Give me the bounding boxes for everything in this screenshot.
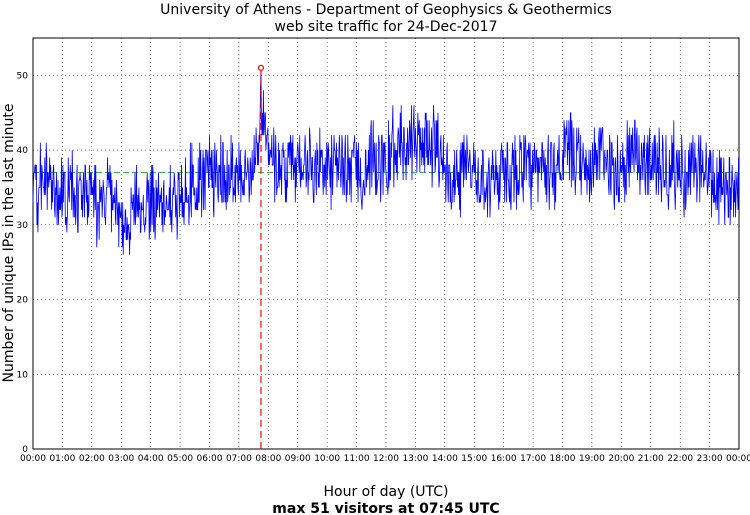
x-tick-label: 00:00 [726,454,750,464]
x-axis-label: Hour of day (UTC) [324,484,449,500]
grid-lines [33,38,739,449]
x-tick-label: 05:00 [167,454,193,464]
traffic-line [32,67,740,255]
max-visitors-note: max 51 visitors at 07:45 UTC [272,501,499,515]
x-tick-label: 17:00 [520,454,546,464]
y-tick-label: 20 [17,296,29,306]
x-tick-label: 03:00 [108,454,134,464]
x-tick-label: 06:00 [197,454,223,464]
x-tick-label: 02:00 [79,454,105,464]
y-axis-ticks: 0 10 20 30 40 50 [17,71,29,455]
x-tick-label: 12:00 [373,454,399,464]
x-tick-label: 14:00 [432,454,458,464]
chart-title: University of Athens - Department of Geo… [160,2,612,18]
x-tick-label: 20:00 [608,454,634,464]
y-tick-label: 10 [17,370,29,380]
x-tick-label: 15:00 [461,454,487,464]
x-tick-label: 00:00 [20,454,46,464]
y-tick-label: 50 [17,71,29,81]
x-tick-label: 13:00 [402,454,428,464]
chart-subtitle: web site traffic for 24-Dec-2017 [275,19,498,35]
y-tick-label: 40 [17,146,29,156]
x-tick-label: 19:00 [579,454,605,464]
plot-frame [32,37,740,450]
x-tick-label: 01:00 [49,454,75,464]
x-tick-label: 04:00 [138,454,164,464]
y-axis-label: Number of unique IPs in the last minute [1,104,17,383]
x-tick-label: 23:00 [697,454,723,464]
x-tick-label: 18:00 [550,454,576,464]
x-tick-label: 10:00 [314,454,340,464]
max-marker [257,64,265,71]
x-tick-label: 16:00 [491,454,517,464]
y-tick-label: 0 [22,445,28,455]
y-tick-label: 30 [17,221,29,231]
x-tick-label: 22:00 [667,454,693,464]
x-tick-label: 09:00 [285,454,311,464]
x-tick-label: 11:00 [344,454,370,464]
x-tick-label: 21:00 [638,454,664,464]
x-axis-ticks: 00:00 01:00 02:00 03:00 04:00 05:00 06:00 07:00… [20,454,750,464]
x-tick-label: 08:00 [255,454,281,464]
x-tick-label: 07:00 [226,454,252,464]
